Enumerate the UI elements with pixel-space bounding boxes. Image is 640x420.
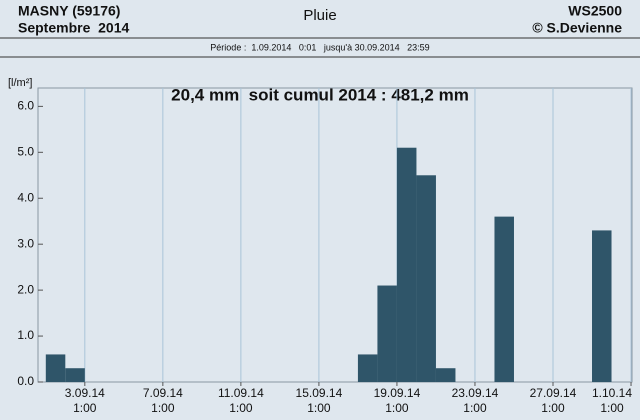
y-tick-label: 1.0 <box>17 328 34 342</box>
bar <box>377 285 397 382</box>
chart-title: Pluie <box>303 7 336 24</box>
station: MASNY (59176) <box>18 3 120 19</box>
period: Période : 1.09.2014 0:01 jusqu'à 30.09.2… <box>210 42 429 52</box>
annotation: 20,4 mm soit cumul 2014 : 481,2 mm <box>171 85 469 104</box>
y-tick-label: 0.0 <box>17 374 34 388</box>
bar <box>592 230 612 382</box>
y-tick-label: 3.0 <box>17 236 34 250</box>
bar <box>65 368 85 382</box>
bar <box>494 216 514 382</box>
y-tick-label: 6.0 <box>17 99 34 113</box>
device: WS2500 <box>568 3 622 19</box>
plot-area <box>37 87 633 383</box>
x-tick-label: 1.10.14 1:00 <box>591 386 633 415</box>
y-axis-label: [l/m²] <box>8 77 32 89</box>
y-tick-label: 4.0 <box>17 190 34 204</box>
bar <box>45 354 66 382</box>
x-tick-label: 11.09.14 1:00 <box>217 386 264 415</box>
x-tick-label: 19.09.14 1:00 <box>373 386 421 415</box>
bar <box>416 175 436 382</box>
x-tick-label: 7.09.14 1:00 <box>142 386 183 415</box>
month: Septembre 2014 <box>18 20 129 36</box>
bar <box>435 368 456 382</box>
x-tick-label: 23.09.14 1:00 <box>451 386 499 415</box>
bar <box>396 147 417 382</box>
author: © S.Devienne <box>532 20 622 36</box>
x-tick-label: 3.09.14 1:00 <box>64 386 105 415</box>
y-tick-label: 5.0 <box>17 144 34 158</box>
x-tick-label: 27.09.14 1:00 <box>529 386 577 415</box>
x-tick-label: 15.09.14 1:00 <box>295 386 343 415</box>
bar <box>357 354 378 382</box>
y-tick-label: 2.0 <box>17 282 34 296</box>
